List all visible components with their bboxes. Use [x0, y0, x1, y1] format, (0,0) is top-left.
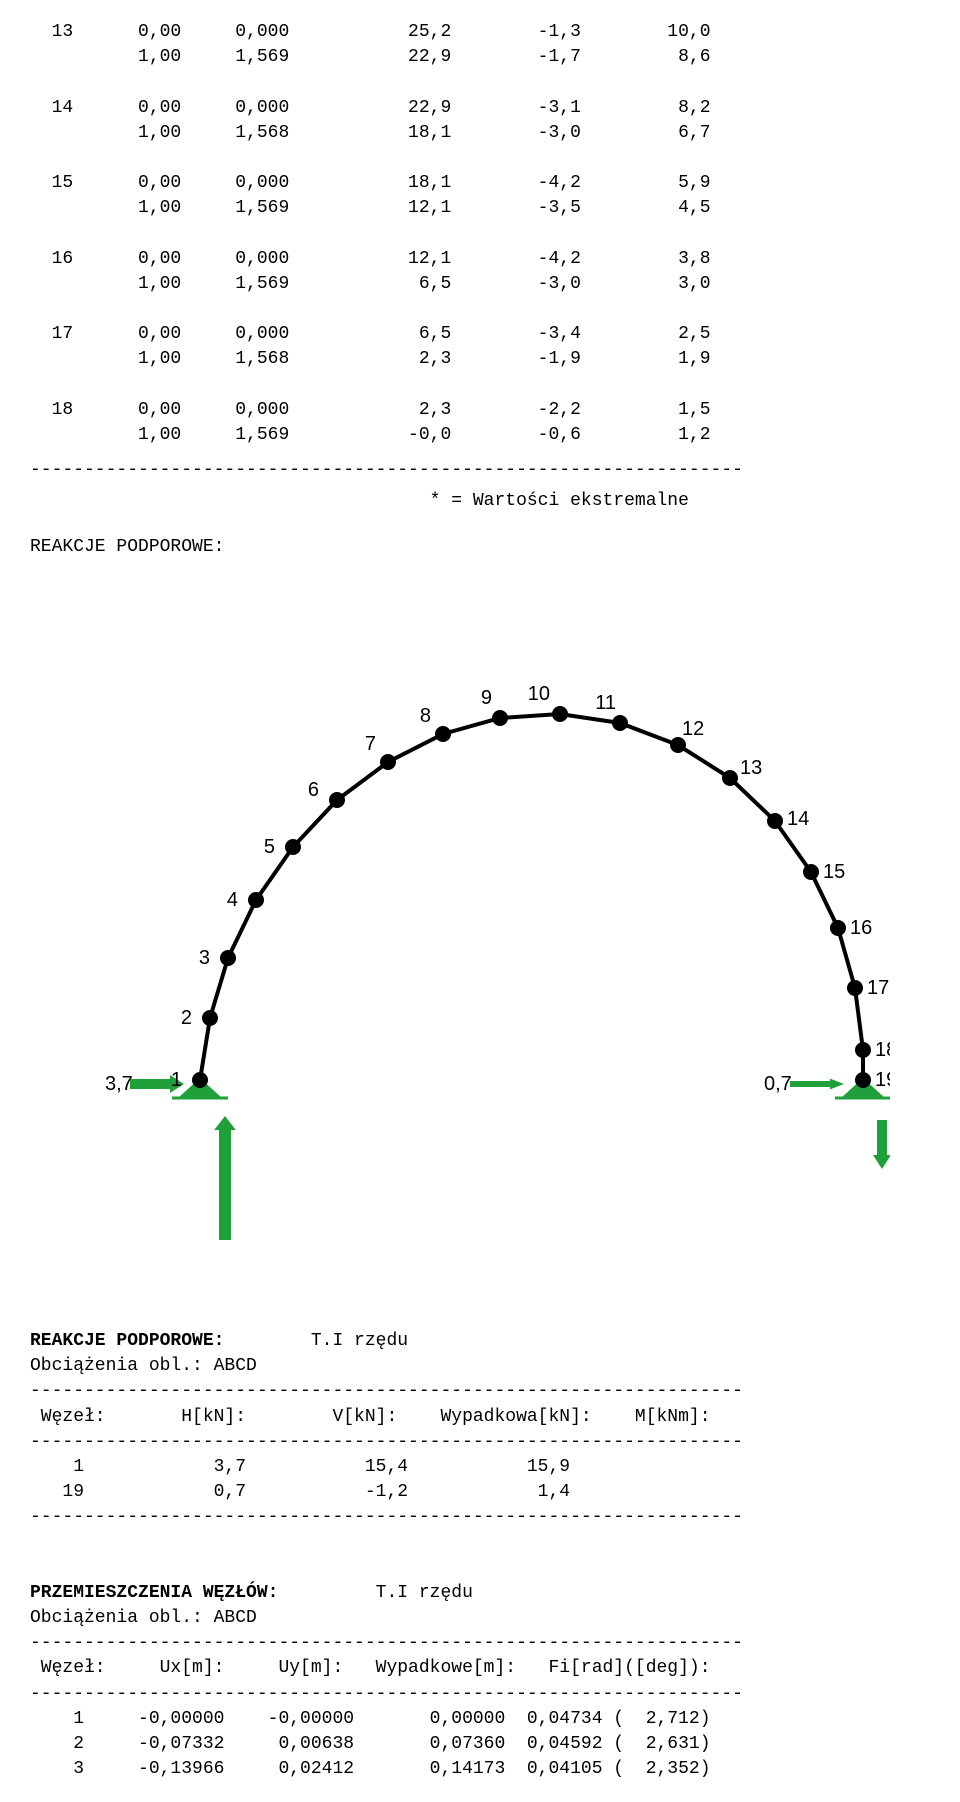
separator: ----------------------------------------… — [30, 1631, 930, 1656]
svg-text:3,7: 3,7 — [105, 1073, 133, 1095]
reactions-header: Węzeł: H[kN]: V[kN]: Wypadkowa[kN]: M[kN… — [30, 1405, 930, 1430]
separator: ----------------------------------------… — [30, 1682, 930, 1707]
reactions-order: T.I rzędu — [224, 1331, 408, 1351]
svg-text:1: 1 — [171, 1069, 182, 1091]
svg-text:17: 17 — [867, 977, 889, 999]
svg-text:5: 5 — [264, 836, 275, 858]
extreme-values-note: * = Wartości ekstremalne — [30, 489, 930, 514]
svg-text:2: 2 — [181, 1007, 192, 1029]
svg-text:6: 6 — [308, 779, 319, 801]
svg-text:4: 4 — [227, 889, 238, 911]
force-table: 13 0,00 0,000 25,2 -1,3 10,0 1,00 1,569 … — [30, 20, 930, 448]
svg-text:0,7: 0,7 — [764, 1073, 792, 1095]
svg-text:14: 14 — [787, 808, 809, 830]
separator: ----------------------------------------… — [30, 1379, 930, 1404]
svg-text:15: 15 — [823, 861, 845, 883]
reactions-subtitle: Obciążenia obl.: ABCD — [30, 1354, 930, 1379]
svg-text:16: 16 — [850, 917, 872, 939]
section-title-reactions: REAKCJE PODPOROWE: — [30, 535, 930, 560]
displacements-rows: 1 -0,00000 -0,00000 0,00000 0,04734 ( 2,… — [30, 1707, 930, 1783]
reactions-rows: 1 3,7 15,4 15,9 19 0,7 -1,2 1,4 — [30, 1455, 930, 1505]
svg-text:19: 19 — [875, 1069, 890, 1091]
arch-diagram: 3,70,71,212345678910111213141516171819 — [30, 600, 930, 1289]
svg-text:11: 11 — [595, 692, 616, 714]
displacements-subtitle: Obciążenia obl.: ABCD — [30, 1606, 930, 1631]
svg-text:13: 13 — [740, 757, 762, 779]
reactions-block: REAKCJE PODPOROWE: T.I rzędu Obciążenia … — [30, 1329, 930, 1531]
displacements-order: T.I rzędu — [278, 1583, 472, 1603]
separator: ----------------------------------------… — [30, 1430, 930, 1455]
displacements-header: Węzeł: Ux[m]: Uy[m]: Wypadkowe[m]: Fi[ra… — [30, 1656, 930, 1681]
separator: ----------------------------------------… — [30, 1505, 930, 1530]
svg-text:10: 10 — [528, 683, 550, 705]
svg-text:18: 18 — [875, 1039, 890, 1061]
displacements-title: PRZEMIESZCZENIA WĘZŁÓW: — [30, 1583, 278, 1603]
svg-text:7: 7 — [365, 733, 376, 755]
separator: ----------------------------------------… — [30, 458, 930, 483]
displacements-block: PRZEMIESZCZENIA WĘZŁÓW: T.I rzędu Obciąż… — [30, 1581, 930, 1783]
svg-text:8: 8 — [420, 705, 431, 727]
svg-text:3: 3 — [199, 947, 210, 969]
svg-text:9: 9 — [481, 687, 492, 709]
reactions-title: REAKCJE PODPOROWE: — [30, 1331, 224, 1351]
svg-text:12: 12 — [682, 718, 704, 740]
